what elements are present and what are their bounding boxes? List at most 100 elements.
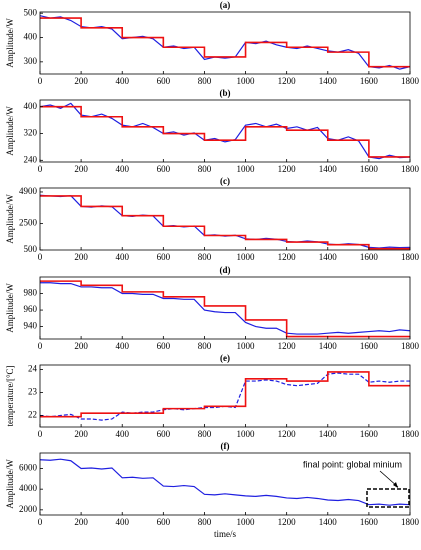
panel-title: (e)	[220, 353, 230, 363]
x-tick-label: 200	[74, 517, 88, 527]
x-tick-label: 1000	[237, 429, 256, 439]
panel-title: (d)	[220, 265, 231, 275]
x-tick-label: 1000	[237, 517, 256, 527]
x-tick-label: 200	[74, 252, 88, 262]
axes-box	[39, 276, 411, 340]
panel-title: (a)	[220, 0, 231, 10]
plot-area	[40, 100, 410, 162]
x-tick-label: 1200	[278, 341, 297, 351]
x-tick-label: 1600	[360, 429, 379, 439]
y-axis-label: Amplitude/W	[5, 459, 15, 509]
axes-box	[39, 187, 411, 251]
axes-box	[39, 364, 411, 428]
x-tick-label: 600	[157, 341, 171, 351]
data-line	[39, 15, 411, 70]
x-tick-label: 1600	[360, 252, 379, 262]
data-line	[39, 102, 411, 160]
x-tick-label: 1800	[401, 164, 420, 174]
x-tick-label: 1400	[319, 341, 338, 351]
x-tick-label: 800	[198, 164, 212, 174]
axes-box	[39, 99, 411, 163]
x-tick-label: 400	[115, 252, 129, 262]
y-tick-label: 500	[24, 244, 38, 254]
x-tick-label: 0	[38, 429, 43, 439]
x-tick-label: 200	[74, 76, 88, 86]
x-tick-label: 800	[198, 76, 212, 86]
y-tick-label: 4900	[19, 186, 38, 196]
x-tick-label: 1800	[401, 341, 420, 351]
highlight-box	[366, 488, 410, 508]
y-tick-label: 4000	[19, 483, 38, 493]
x-tick-label: 0	[38, 517, 43, 527]
x-tick-label: 200	[74, 429, 88, 439]
x-tick-label: 800	[198, 341, 212, 351]
x-tick-label: 0	[38, 341, 43, 351]
x-tick-label: 1400	[319, 164, 338, 174]
y-tick-label: 940	[24, 321, 38, 331]
y-tick-label: 300	[24, 56, 38, 66]
x-tick-label: 1000	[237, 76, 256, 86]
x-tick-label: 400	[115, 517, 129, 527]
y-tick-label: 240	[24, 154, 38, 164]
panel-title: (b)	[220, 88, 231, 98]
data-line	[40, 282, 411, 335]
x-tick-label: 1000	[237, 341, 256, 351]
y-axis-label: temperature/[°C]	[5, 365, 15, 426]
x-tick-label: 1600	[360, 164, 379, 174]
plot-area	[40, 277, 410, 339]
data-line	[40, 17, 410, 68]
x-tick-label: 600	[157, 76, 171, 86]
plot-area	[40, 188, 410, 250]
x-tick-label: 400	[115, 341, 129, 351]
y-tick-label: 2500	[19, 218, 38, 228]
data-line	[40, 280, 410, 338]
x-tick-label: 400	[115, 76, 129, 86]
y-tick-label: 24	[28, 364, 38, 374]
x-tick-label: 1000	[237, 164, 256, 174]
x-tick-label: 200	[74, 164, 88, 174]
x-tick-label: 600	[157, 517, 171, 527]
x-tick-label: 1200	[278, 252, 297, 262]
x-tick-label: 1200	[278, 76, 297, 86]
x-tick-label: 1800	[401, 76, 420, 86]
data-line	[40, 105, 410, 158]
x-tick-label: 800	[198, 429, 212, 439]
y-tick-label: 960	[24, 304, 38, 314]
y-axis-label: Amplitude/W	[5, 106, 15, 156]
x-tick-label: 1800	[401, 429, 420, 439]
data-line	[40, 195, 410, 250]
x-tick-label: 400	[115, 164, 129, 174]
panel-title: (c)	[220, 176, 230, 186]
y-tick-label: 320	[24, 128, 38, 138]
y-tick-label: 6000	[19, 463, 38, 473]
axes-box	[39, 11, 411, 75]
y-tick-label: 500	[24, 7, 38, 17]
y-axis-label: Amplitude/W	[5, 283, 15, 333]
plot-area	[40, 12, 410, 74]
data-line	[39, 458, 411, 506]
y-tick-label: 2000	[19, 504, 38, 514]
y-axis-label: Amplitude/W	[5, 194, 15, 244]
x-tick-label: 1200	[278, 429, 297, 439]
x-tick-label: 200	[74, 341, 88, 351]
y-tick-label: 22	[28, 410, 37, 420]
annotation: final point: global minium	[303, 459, 402, 469]
x-tick-label: 0	[38, 164, 43, 174]
x-axis-label: time/s	[214, 529, 236, 539]
y-tick-label: 400	[24, 101, 38, 111]
x-tick-label: 800	[198, 252, 212, 262]
plot-area	[40, 453, 410, 515]
x-tick-label: 0	[38, 76, 43, 86]
plot-area	[40, 365, 410, 427]
x-tick-label: 1000	[237, 252, 256, 262]
x-tick-label: 1400	[319, 429, 338, 439]
x-tick-label: 600	[157, 164, 171, 174]
x-tick-label: 1600	[360, 76, 379, 86]
x-tick-label: 1400	[319, 252, 338, 262]
y-tick-label: 23	[28, 387, 38, 397]
y-tick-label: 400	[24, 32, 38, 42]
x-tick-label: 1200	[278, 164, 297, 174]
panel-title: (f)	[221, 441, 230, 451]
arrow-head	[393, 482, 398, 488]
